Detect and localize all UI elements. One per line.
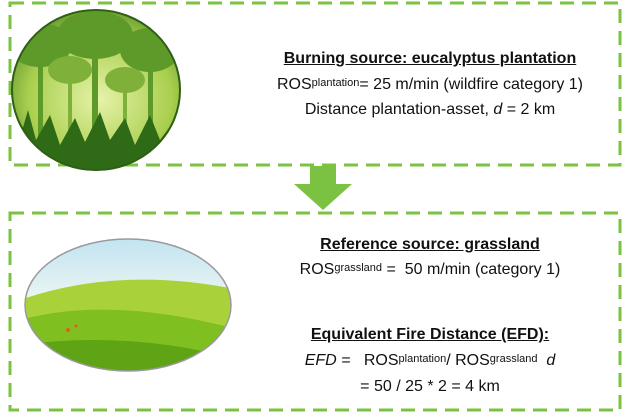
bottom-ros: ROSgrassland = 50 m/min (category 1) [240,261,620,279]
top-distance: Distance plantation-asset, d = 2 km [240,101,620,119]
ros-value: = 50 m/min (category 1) [382,261,561,278]
variable: d [546,352,556,369]
efd-result: = 50 / 25 * 2 = 4 km [360,378,500,395]
ros: ROS [363,352,399,369]
forest-oval [11,9,181,171]
subscript: plantation [398,353,447,365]
ros: ROS [299,261,335,278]
lhs: EFD = [304,352,351,369]
bottom-box [8,211,622,412]
subscript: plantation [311,77,360,89]
grass-image [25,239,231,371]
bottom-title: Reference source: grassland [320,236,540,253]
top-box [8,1,622,167]
distance-label: Distance plantation-asset, [304,101,494,118]
grass-oval [24,238,232,372]
top-ros: ROSplantation= 25 m/min (wildfire catego… [240,76,620,94]
subscript: grassland [489,353,538,365]
top-title: Burning source: eucalyptus plantation [283,50,577,67]
efd-formula: EFD = ROSplantation/ ROSgrassland d [240,352,620,370]
ros-value: = 25 m/min (wildfire category 1) [359,76,584,93]
ros: ROS [276,76,312,93]
forest-image [12,10,180,170]
variable: d [493,101,503,118]
distance-value: = 2 km [502,101,556,118]
subscript: grassland [334,262,383,274]
ros: ROS [455,352,490,369]
efd-title: Equivalent Fire Distance (EFD): [310,326,550,343]
arrow [294,166,352,210]
slash: / [446,352,456,369]
